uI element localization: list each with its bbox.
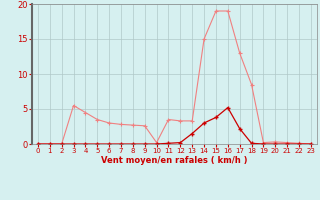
X-axis label: Vent moyen/en rafales ( km/h ): Vent moyen/en rafales ( km/h ) xyxy=(101,156,248,165)
